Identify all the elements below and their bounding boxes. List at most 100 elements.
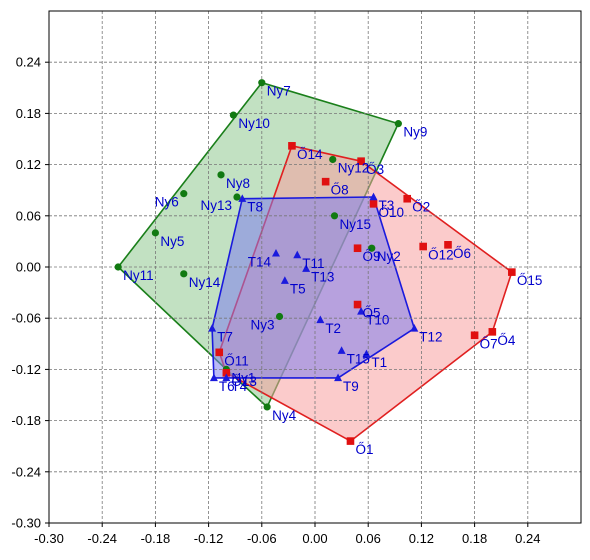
point-label-T10: T10 — [366, 312, 389, 327]
y-tick-label: -0.06 — [11, 311, 41, 326]
marker-Ő12 — [419, 242, 427, 251]
marker-Ny4 — [263, 403, 271, 411]
marker-T2 — [316, 315, 325, 324]
point-label-Ő6: Ő6 — [453, 246, 471, 261]
marker-Ny12 — [329, 155, 337, 164]
marker-Ő14 — [288, 142, 296, 150]
marker-T5 — [280, 276, 289, 284]
marker-Ő8 — [321, 177, 330, 186]
point-label-Ny11: Ny11 — [123, 268, 154, 283]
marker-Ny11 — [114, 263, 122, 271]
marker-Ny8 — [217, 171, 225, 179]
x-tick-label: -0.12 — [194, 531, 224, 546]
marker-T4 — [222, 373, 231, 382]
y-tick-label: -0.30 — [11, 516, 41, 531]
point-label-Ny8: Ny8 — [226, 176, 250, 191]
point-label-T9: T9 — [343, 379, 359, 394]
marker-Ő11 — [215, 348, 224, 357]
marker-T13 — [302, 264, 311, 272]
marker-T15 — [337, 346, 346, 354]
marker-Ő15 — [508, 268, 516, 276]
point-label-Ny9: Ny9 — [403, 125, 427, 140]
marker-T8 — [238, 194, 247, 202]
point-label-Ny12: Ny12 — [338, 160, 370, 175]
point-label-Ny10: Ny10 — [238, 116, 270, 131]
marker-Ny14 — [180, 270, 188, 278]
y-tick-label: 0.00 — [16, 260, 41, 275]
marker-Ny13 — [233, 193, 241, 201]
marker-Ny2 — [368, 244, 376, 252]
point-label-Ő11: Ő11 — [224, 353, 249, 368]
x-tick-label: 0.00 — [302, 531, 327, 546]
point-label-Ny6: Ny6 — [155, 195, 179, 210]
point-label-T12: T12 — [419, 329, 442, 344]
x-tick-label: -0.24 — [87, 531, 117, 546]
marker-T12 — [410, 324, 419, 332]
point-label-Ny1: Ny1 — [231, 370, 255, 385]
point-label-Ny13: Ny13 — [200, 198, 232, 213]
point-label-T14: T14 — [248, 254, 272, 269]
point-label-Ő15: Ő15 — [517, 273, 543, 288]
marker-Ny15 — [330, 212, 339, 220]
marker-Ő9 — [353, 244, 362, 253]
y-axis-ticks: -0.30 -0.24 -0.18 -0.12 -0.06 0.00 0.06 0.12 0.1… — [11, 55, 49, 531]
point-label-Ő10: Ő10 — [379, 205, 405, 220]
x-tick-label: 0.24 — [515, 531, 540, 546]
point-label-Ny5: Ny5 — [160, 234, 184, 249]
hull-polygons — [117, 81, 513, 442]
point-label-Ny3: Ny3 — [251, 317, 275, 332]
marker-T6 — [209, 373, 218, 382]
y-tick-label: 0.18 — [16, 106, 41, 121]
point-label-T15: T15 — [347, 352, 370, 367]
point-label-Ő5: Ő5 — [363, 306, 381, 321]
marker-T9 — [334, 373, 343, 382]
point-label-T13: T13 — [311, 270, 334, 285]
point-label-T4: T4 — [231, 379, 247, 394]
y-tick-label: 0.24 — [16, 55, 41, 70]
marker-Ő2 — [403, 194, 412, 203]
point-label-Ő3: Ő3 — [366, 162, 384, 177]
marker-Ny6 — [180, 190, 188, 198]
point-label-Ny15: Ny15 — [340, 217, 372, 232]
point-label-T2: T2 — [325, 321, 341, 336]
x-tick-label: -0.18 — [141, 531, 171, 546]
point-label-T11: T11 — [302, 256, 324, 271]
point-label-Ny14: Ny14 — [189, 275, 221, 290]
y-tick-label: 0.12 — [16, 157, 41, 172]
x-tick-label: 0.12 — [409, 531, 434, 546]
marker-Ny9 — [394, 120, 402, 128]
point-label-T6: T6 — [219, 379, 235, 394]
point-label-Ő13: Ő13 — [231, 374, 257, 389]
marker-T3 — [369, 192, 378, 201]
marker-Ny7 — [258, 79, 266, 87]
x-tick-label: -0.30 — [34, 531, 64, 546]
marker-Ő6 — [444, 241, 452, 249]
marker-T1 — [362, 349, 371, 358]
x-tick-label: 0.18 — [462, 531, 487, 546]
point-label-T1: T1 — [371, 355, 387, 370]
marker-Ő1 — [346, 437, 355, 445]
point-label-T5: T5 — [290, 282, 306, 297]
data-markers — [114, 79, 516, 445]
point-label-Ny7: Ny7 — [267, 84, 291, 99]
marker-Ő7 — [470, 331, 479, 340]
marker-Ő4 — [488, 328, 497, 336]
y-tick-label: -0.18 — [11, 413, 41, 428]
point-label-T3: T3 — [379, 198, 395, 213]
point-label-T7: T7 — [217, 329, 233, 344]
marker-T10 — [357, 306, 366, 315]
point-label-Ő12: Ő12 — [428, 248, 454, 263]
marker-T14 — [271, 248, 280, 257]
y-tick-label: -0.12 — [11, 362, 41, 377]
point-label-Ő4: Ő4 — [497, 333, 516, 348]
point-label-T8: T8 — [247, 200, 263, 215]
marker-Ő3 — [357, 157, 365, 165]
point-label-Ny2: Ny2 — [377, 249, 401, 264]
marker-Ő10 — [369, 200, 378, 208]
marker-T11 — [293, 250, 302, 259]
point-label-Ny4: Ny4 — [272, 408, 296, 423]
x-tick-label: 0.06 — [356, 531, 381, 546]
point-label-Ő7: Ő7 — [480, 336, 498, 351]
x-axis-ticks: -0.30 -0.24 -0.18 -0.12 -0.06 0.00 0.06 0.12 0.1… — [34, 523, 540, 546]
